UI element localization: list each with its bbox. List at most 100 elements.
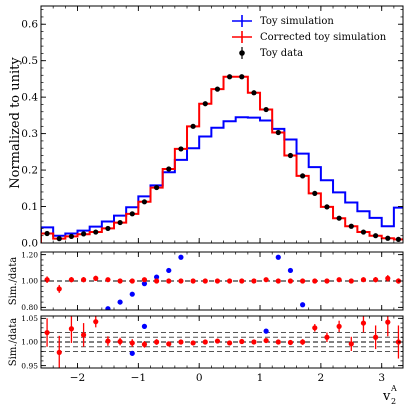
- data-point: [275, 129, 281, 136]
- data-point: [202, 101, 208, 107]
- ratio1-ylabel: Sim./data: [8, 257, 19, 305]
- data-point: [93, 275, 99, 281]
- data-point: [263, 106, 269, 113]
- data-point: [300, 302, 306, 308]
- data-point: [141, 281, 148, 287]
- data-point: [312, 190, 318, 197]
- x-tick-label: −2: [70, 372, 85, 384]
- data-point: [300, 339, 306, 345]
- data-point: [300, 278, 306, 284]
- legend-label-corrected-toy-simulation: Corrected toy simulation: [260, 32, 387, 43]
- data-point: [190, 278, 196, 284]
- data-point: [275, 254, 281, 260]
- data-point: [129, 291, 135, 297]
- y-tick-label: 0.95: [21, 361, 38, 370]
- data-point: [336, 215, 342, 221]
- data-point: [117, 299, 123, 305]
- data-point: [312, 325, 318, 331]
- y-tick-label: 1.05: [21, 314, 38, 323]
- y-tick-label: 1.00: [21, 338, 38, 347]
- x-tick-label: 2: [318, 372, 325, 384]
- data-point: [44, 277, 50, 283]
- legend-label-toy-data: Toy data: [260, 48, 303, 59]
- data-point: [117, 338, 123, 345]
- data-point: [190, 340, 196, 346]
- data-point: [105, 306, 111, 310]
- data-point: [166, 341, 172, 347]
- legend-item-toy-simulation: Toy simulation: [232, 15, 334, 27]
- data-point: [153, 184, 160, 191]
- ratio-panel-lower: 0.95 1.00 1.05 −2 −1 0 1 2 3: [21, 314, 404, 384]
- data-point: [251, 90, 257, 96]
- data-point: [263, 328, 269, 334]
- data-point: [287, 267, 294, 274]
- data-point: [239, 74, 245, 80]
- data-point: [190, 123, 196, 129]
- data-point: [360, 277, 367, 283]
- data-point: [141, 341, 148, 347]
- data-point: [385, 319, 391, 325]
- data-point: [324, 204, 330, 210]
- data-point: [129, 350, 135, 356]
- data-point: [68, 326, 75, 332]
- data-point: [80, 277, 87, 283]
- data-point: [93, 229, 99, 235]
- data-point: [129, 340, 135, 346]
- data-point: [117, 219, 123, 226]
- data-point: [105, 225, 111, 232]
- axes-frame: [40, 5, 404, 244]
- y-tick-label: 0.80: [21, 303, 38, 312]
- data-point: [348, 223, 354, 229]
- legend-item-toy-data: Toy data: [239, 47, 303, 59]
- data-point: [68, 233, 75, 240]
- data-point: [166, 267, 172, 274]
- xlabel-main: v: [382, 389, 391, 404]
- plot-area: [41, 254, 403, 310]
- data-point: [312, 278, 318, 284]
- data-point: [300, 173, 306, 179]
- data-point: [336, 323, 342, 329]
- data-point: [275, 339, 281, 345]
- data-point: [178, 254, 184, 260]
- data-point: [336, 277, 342, 283]
- y-tick-label: 1.20: [21, 250, 38, 259]
- data-point: [227, 278, 233, 284]
- data-point: [202, 278, 208, 284]
- data-point: [263, 277, 269, 283]
- data-point: [275, 278, 281, 284]
- ratio-panel-upper: 0.80 1.00 1.20: [21, 250, 404, 312]
- data-point: [105, 277, 111, 283]
- data-point: [105, 338, 111, 344]
- data-point: [153, 274, 160, 280]
- y-tick-label: 0.1: [21, 201, 38, 213]
- data-point: [287, 152, 294, 159]
- data-point: [93, 319, 99, 325]
- y-tick-label: 0.4: [21, 92, 38, 104]
- xlabel-sub: 2: [391, 397, 396, 406]
- legend-item-corrected-toy-simulation: Corrected toy simulation: [232, 31, 387, 43]
- xlabel-sup: A: [390, 384, 397, 393]
- data-point: [68, 277, 75, 283]
- y-tick-label: 0.5: [21, 55, 38, 67]
- data-point: [287, 339, 294, 346]
- data-point: [360, 320, 367, 326]
- data-point: [373, 334, 379, 340]
- data-point: [239, 278, 245, 284]
- data-point: [373, 277, 379, 283]
- data-point: [44, 230, 50, 237]
- data-point: [360, 229, 367, 235]
- x-tick-label: 3: [378, 372, 385, 384]
- main-ylabel: Normalized to unity: [8, 57, 23, 189]
- data-point: [251, 339, 257, 345]
- data-point: [117, 278, 123, 284]
- main-panel: 0.0 0.1 0.2 0.3 0.4 0.5 0.6: [21, 5, 404, 250]
- data-point: [239, 338, 245, 345]
- data-point: [251, 278, 257, 284]
- x-tick-label: −1: [131, 372, 146, 384]
- data-point: [348, 278, 354, 284]
- series-1-step: [41, 75, 403, 243]
- data-point: [202, 339, 208, 345]
- data-point: [263, 337, 269, 344]
- data-point: [385, 235, 391, 241]
